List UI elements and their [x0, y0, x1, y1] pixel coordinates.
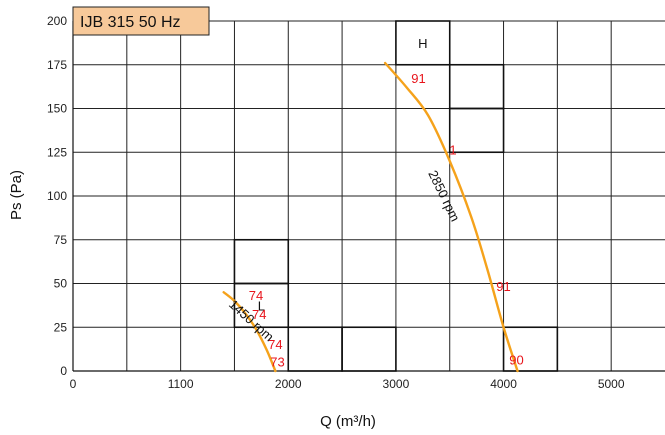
operating-box [502, 326, 559, 372]
x-tick-label: 5000 [598, 377, 625, 391]
operating-box-label: H [418, 36, 427, 51]
efficiency-label: 74 [249, 288, 263, 303]
efficiency-label: 74 [252, 307, 266, 322]
efficiency-label: 91 [411, 71, 425, 86]
y-axis-title: Ps (Pa) [8, 170, 25, 220]
efficiency-label: 1 [449, 143, 456, 158]
chart-title: IJB 315 50 Hz [72, 6, 210, 36]
x-tick-labels: 0 1100 2000 3000 4000 5000 [70, 377, 625, 391]
efficiency-label: 91 [496, 279, 510, 294]
y-tick-label: 175 [47, 58, 67, 72]
operating-box [287, 326, 343, 372]
y-tick-label: 50 [54, 277, 68, 291]
operating-box [448, 107, 505, 154]
operating-boxes: LH [233, 20, 559, 372]
x-tick-label: 2000 [275, 377, 302, 391]
x-tick-label: 4000 [490, 377, 517, 391]
y-tick-label: 25 [54, 320, 68, 334]
y-tick-label: 100 [47, 189, 67, 203]
operating-box [341, 326, 397, 372]
efficiency-label: 73 [270, 354, 284, 369]
operating-box [233, 282, 290, 329]
chart-title-text: IJB 315 50 Hz [80, 14, 181, 31]
y-tick-label: 75 [54, 233, 68, 247]
efficiency-label: 90 [509, 353, 523, 368]
y-tick-labels: 0 25 50 75 100 125 150 175 200 [47, 14, 67, 378]
operating-box-label: L [258, 298, 265, 313]
operating-box [448, 63, 505, 110]
fan-curve-line [383, 61, 519, 373]
x-tick-label: 3000 [383, 377, 410, 391]
y-tick-label: 125 [47, 145, 67, 159]
x-tick-label: 0 [70, 377, 77, 391]
y-tick-label: 0 [60, 364, 67, 378]
grid [72, 20, 665, 372]
efficiency-label: 74 [268, 337, 282, 352]
operating-box [395, 20, 451, 66]
operating-box [233, 238, 290, 285]
fan-curves [222, 61, 519, 373]
x-tick-label: 1100 [168, 377, 194, 391]
y-tick-label: 150 [47, 102, 67, 116]
y-tick-label: 200 [47, 14, 67, 28]
fan-curve-line [222, 291, 277, 373]
x-axis-title: Q (m³/h) [320, 413, 376, 430]
chart-title-background [72, 6, 210, 36]
